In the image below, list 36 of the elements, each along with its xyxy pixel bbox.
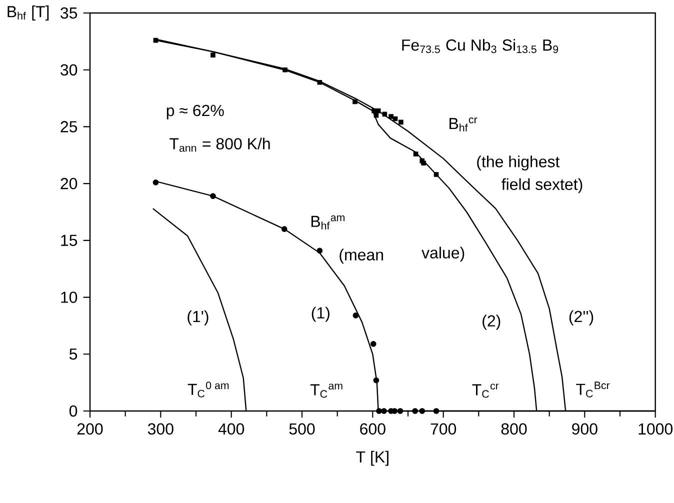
annotation: (1): [312, 306, 330, 322]
annotation: (the highest: [477, 156, 560, 171]
x-tick-label: 400: [218, 423, 244, 435]
annotation: T$_{ann}$ = 800 K/h: [170, 138, 270, 152]
y-tick-label: 5: [69, 348, 78, 360]
x-axis-title: T [K]: [356, 450, 388, 466]
annotation: value): [422, 246, 464, 262]
annotation: (mean: [340, 248, 383, 264]
x-tick-label: 200: [77, 423, 103, 435]
y-tick-label: 35: [60, 7, 78, 19]
annotation: (2): [482, 314, 500, 330]
y-tick-label: 10: [61, 292, 78, 303]
annotation: (2''): [569, 310, 594, 326]
annotation: (1'): [188, 310, 208, 326]
annotation: field sextet): [502, 178, 582, 194]
annotation: T$_{C}$Bcr: [576, 382, 610, 398]
x-tick-label: 1000: [638, 423, 673, 435]
x-tick-label: 500: [289, 423, 315, 435]
y-tick-label: 25: [60, 121, 78, 132]
annotation: p ≈ 62%: [166, 104, 224, 120]
x-tick-label: 900: [572, 423, 598, 435]
y-tick-label: 20: [60, 178, 78, 190]
annotation: T$_{C}$cr: [472, 384, 499, 398]
annotation: B$_{hf}$cr: [450, 117, 478, 132]
y-axis-title: B$_{hf}$ [T]: [8, 6, 49, 20]
annotation: Fe$_{73.5}$ Cu Nb$_{3}$ Si$_{13.5}$ B$_{9}$: [402, 38, 558, 54]
annotation: B$_{hf}$am: [311, 215, 344, 230]
annotation: T$_{C}$0 am: [188, 382, 229, 398]
y-tick-label: 15: [61, 234, 78, 246]
annotation: T$_{C}$am: [310, 384, 342, 398]
x-tick-label: 700: [430, 423, 456, 435]
y-tick-label: 0: [69, 405, 78, 417]
x-tick-label: 600: [360, 423, 386, 435]
x-tick-label: 800: [501, 423, 527, 435]
x-tick-label: 300: [148, 423, 174, 435]
y-tick-label: 30: [60, 64, 78, 76]
